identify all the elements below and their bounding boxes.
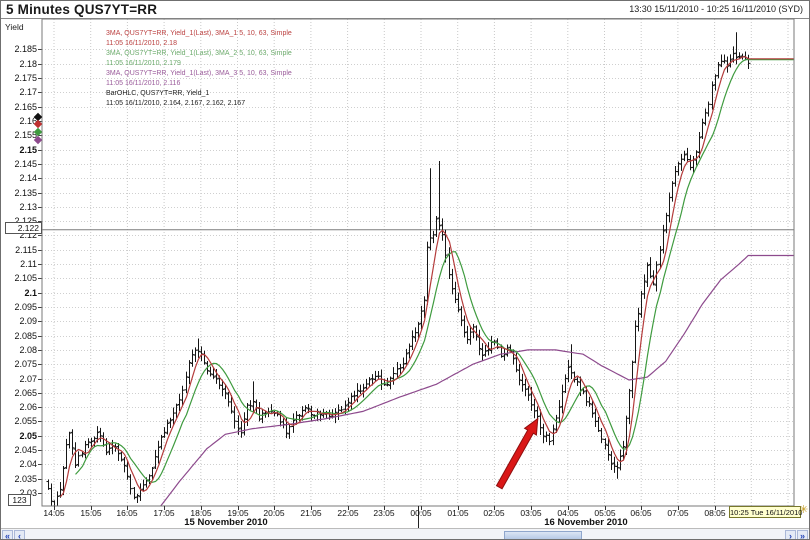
x-axis-label: 07:05 (667, 508, 689, 518)
chart-title: 5 Minutes QUS7YT=RR (6, 2, 158, 17)
x-axis-label: 01:05 (447, 508, 469, 518)
grid (38, 19, 794, 506)
y-axis-label: 2.165 (14, 102, 37, 112)
y-axis-label: 2.18 (19, 59, 37, 69)
scroll-far-right-button[interactable]: » (797, 530, 808, 539)
y-axis-label: 2.175 (14, 73, 37, 83)
ma5-line[interactable] (60, 56, 795, 498)
scroll-far-left-button[interactable]: « (2, 530, 13, 539)
y-axis-label: 2.05 (19, 431, 37, 441)
y-axis-label: 2.13 (19, 202, 37, 212)
x-axis-label: 20:05 (263, 508, 285, 518)
y-axis-label: 2.105 (14, 273, 37, 283)
date-label-15-november: 15 November 2010 (184, 517, 268, 528)
y-axis-label: 2.185 (14, 44, 37, 54)
live-update-icon: ✳ (799, 504, 809, 516)
price-level-box[interactable]: 2.122 (5, 222, 42, 234)
legend-line: 3MA, QUS7YT=RR, Yield_1(Last), 3MA_2 5, … (106, 50, 292, 57)
y-axis-label: 2.03 (19, 488, 37, 498)
y-axis-label: 2.17 (19, 87, 37, 97)
x-axis-label: 17:05 (153, 508, 175, 518)
y-axis-label: 2.035 (14, 474, 37, 484)
x-axis-label: 22:05 (337, 508, 359, 518)
legend-line: 11:05 16/11/2010, 2.164, 2.167, 2.162, 2… (106, 100, 246, 107)
y-axis-label: 2.155 (14, 130, 37, 140)
scroll-thumb[interactable] (504, 531, 582, 539)
x-axis-label: 00:05 (410, 508, 432, 518)
legend-line: 3MA, QUS7YT=RR, Yield_1(Last), 3MA_1 5, … (106, 30, 292, 37)
y-axis-label: 2.15 (19, 145, 37, 155)
scroll-left-button[interactable]: ‹ (14, 530, 25, 539)
y-axis-label: 2.145 (14, 159, 37, 169)
scrollbar[interactable]: « ‹ › » (1, 528, 809, 539)
numbers-toggle-button[interactable]: 123 (8, 494, 31, 506)
y-axis-label: 2.045 (14, 445, 37, 455)
y-axis-label: 2.055 (14, 416, 37, 426)
y-axis-label: 2.06 (19, 402, 37, 412)
x-axis-label: 03:05 (520, 508, 542, 518)
x-axis-label: 14:05 (43, 508, 65, 518)
y-axis-label: 2.12 (19, 230, 37, 240)
y-axis-label: 2.11 (20, 259, 37, 269)
x-axis-label: 02:05 (483, 508, 505, 518)
yield-axis-label: Yield (5, 22, 24, 32)
y-axis-label: 2.08 (19, 345, 37, 355)
trend-arrow-annotation[interactable] (495, 417, 539, 490)
x-axis-label: 18:05 (190, 508, 212, 518)
x-axis-label: 04:05 (557, 508, 579, 518)
legend-line: 11:05 16/11/2010, 2.18 (106, 40, 177, 47)
y-axis-label: 2.16 (19, 116, 37, 126)
legend-line: 3MA, QUS7YT=RR, Yield_1(Last), 3MA_3 5, … (106, 70, 292, 77)
y-axis-label: 2.125 (14, 216, 37, 226)
y-axis-label: 2.07 (19, 374, 37, 384)
time-range-label: 13:30 15/11/2010 - 10:25 16/11/2010 (SYD… (629, 4, 803, 14)
y-axis-label: 2.075 (14, 359, 37, 369)
legend-line: 11:05 16/11/2010, 2.179 (106, 60, 181, 67)
x-axis-label: 19:05 (227, 508, 249, 518)
ma63-line[interactable] (149, 254, 794, 522)
ma10-line[interactable] (75, 58, 795, 483)
y-axis-label: 2.095 (14, 302, 37, 312)
x-axis-label: 23:05 (373, 508, 395, 518)
y-axis-label: 2.115 (15, 245, 37, 255)
legend-line: 11:05 16/11/2010, 2.116 (106, 80, 181, 87)
current-time-box[interactable]: 10:25 Tue 16/11/2010 (729, 506, 803, 518)
x-axis-label: 21:05 (300, 508, 322, 518)
y-axis-label: 2.085 (14, 331, 37, 341)
x-axis-label: 05:05 (594, 508, 616, 518)
legend-line: BarOHLC, QUS7YT=RR, Yield_1 (106, 90, 210, 97)
y-axis-label: 2.09 (19, 316, 37, 326)
y-axis-label: 2.135 (14, 188, 37, 198)
y-axis-label: 2.04 (19, 459, 37, 469)
y-axis-label: 2.14 (19, 173, 37, 183)
x-axis-label: 06:05 (630, 508, 652, 518)
date-label-16-november: 16 November 2010 (544, 517, 628, 528)
y-axis-label: 2.065 (14, 388, 37, 398)
x-axis-label: 16:05 (116, 508, 138, 518)
x-axis-label: 08:05 (704, 508, 726, 518)
x-axis-label: 15:05 (80, 508, 102, 518)
scroll-right-button[interactable]: › (785, 530, 796, 539)
y-axis-label: 2.1 (24, 288, 37, 298)
